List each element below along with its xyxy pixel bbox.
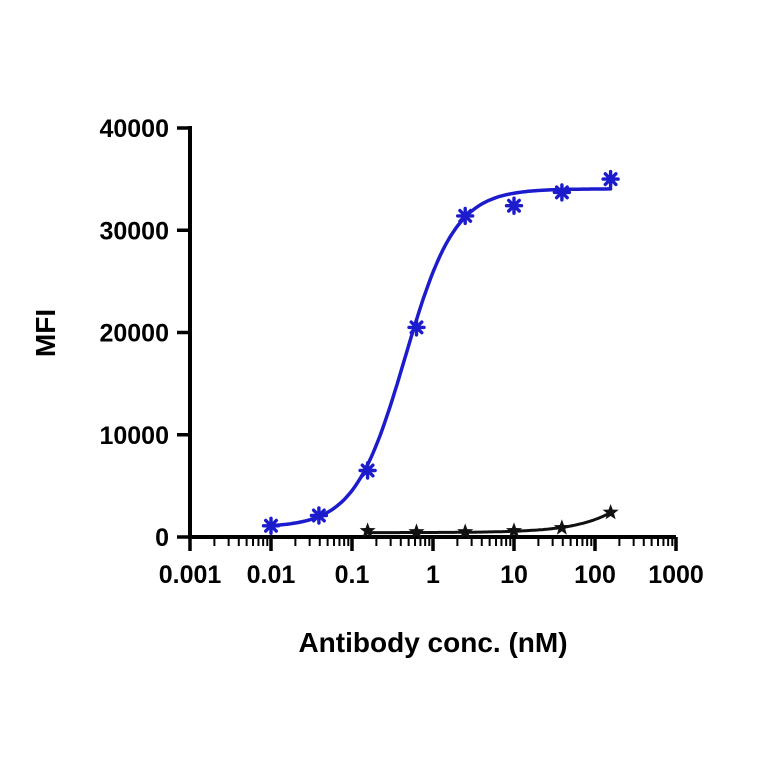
y-tick-label: 0: [155, 524, 169, 552]
y-tick-label: 10000: [99, 422, 169, 450]
x-tick-label: 1: [426, 561, 440, 589]
x-tick-label: 0.001: [159, 561, 222, 589]
data-point-marker: [408, 523, 425, 539]
fit-curve: [269, 187, 613, 528]
series-layer: [261, 169, 620, 539]
series-1: [359, 504, 619, 539]
y-tick-label: 20000: [99, 320, 169, 348]
x-tick-label: 0.01: [247, 561, 296, 589]
data-point-marker: [359, 522, 376, 538]
data-point-marker: [504, 196, 524, 215]
data-point-marker: [407, 318, 426, 337]
y-tick-label: 40000: [99, 115, 169, 143]
data-point-marker: [602, 504, 619, 520]
x-tick-label: 10: [500, 561, 528, 589]
x-axis-title: Antibody conc. (nM): [298, 627, 567, 658]
x-axis: 0.001 0.01 0.1 1 10 100 1000: [159, 535, 704, 589]
data-point-marker: [261, 516, 281, 535]
x-tick-label: 1000: [648, 561, 704, 589]
data-point-marker: [358, 461, 377, 480]
x-tick-label: 100: [574, 561, 616, 589]
x-tick-label: 0.1: [335, 561, 370, 589]
data-point-marker: [309, 506, 329, 525]
data-point-marker: [456, 206, 475, 226]
fit-curve: [366, 511, 613, 535]
data-point-marker: [553, 519, 570, 535]
data-point-marker: [552, 183, 572, 202]
data-point-marker: [601, 169, 620, 189]
data-point-marker: [505, 522, 523, 538]
y-axis-title: MFI: [30, 309, 61, 357]
y-axis: 0 10000 20000 30000 40000: [99, 115, 192, 552]
data-point-marker: [457, 523, 474, 539]
series-0: [261, 169, 620, 535]
y-tick-label: 30000: [99, 217, 169, 245]
